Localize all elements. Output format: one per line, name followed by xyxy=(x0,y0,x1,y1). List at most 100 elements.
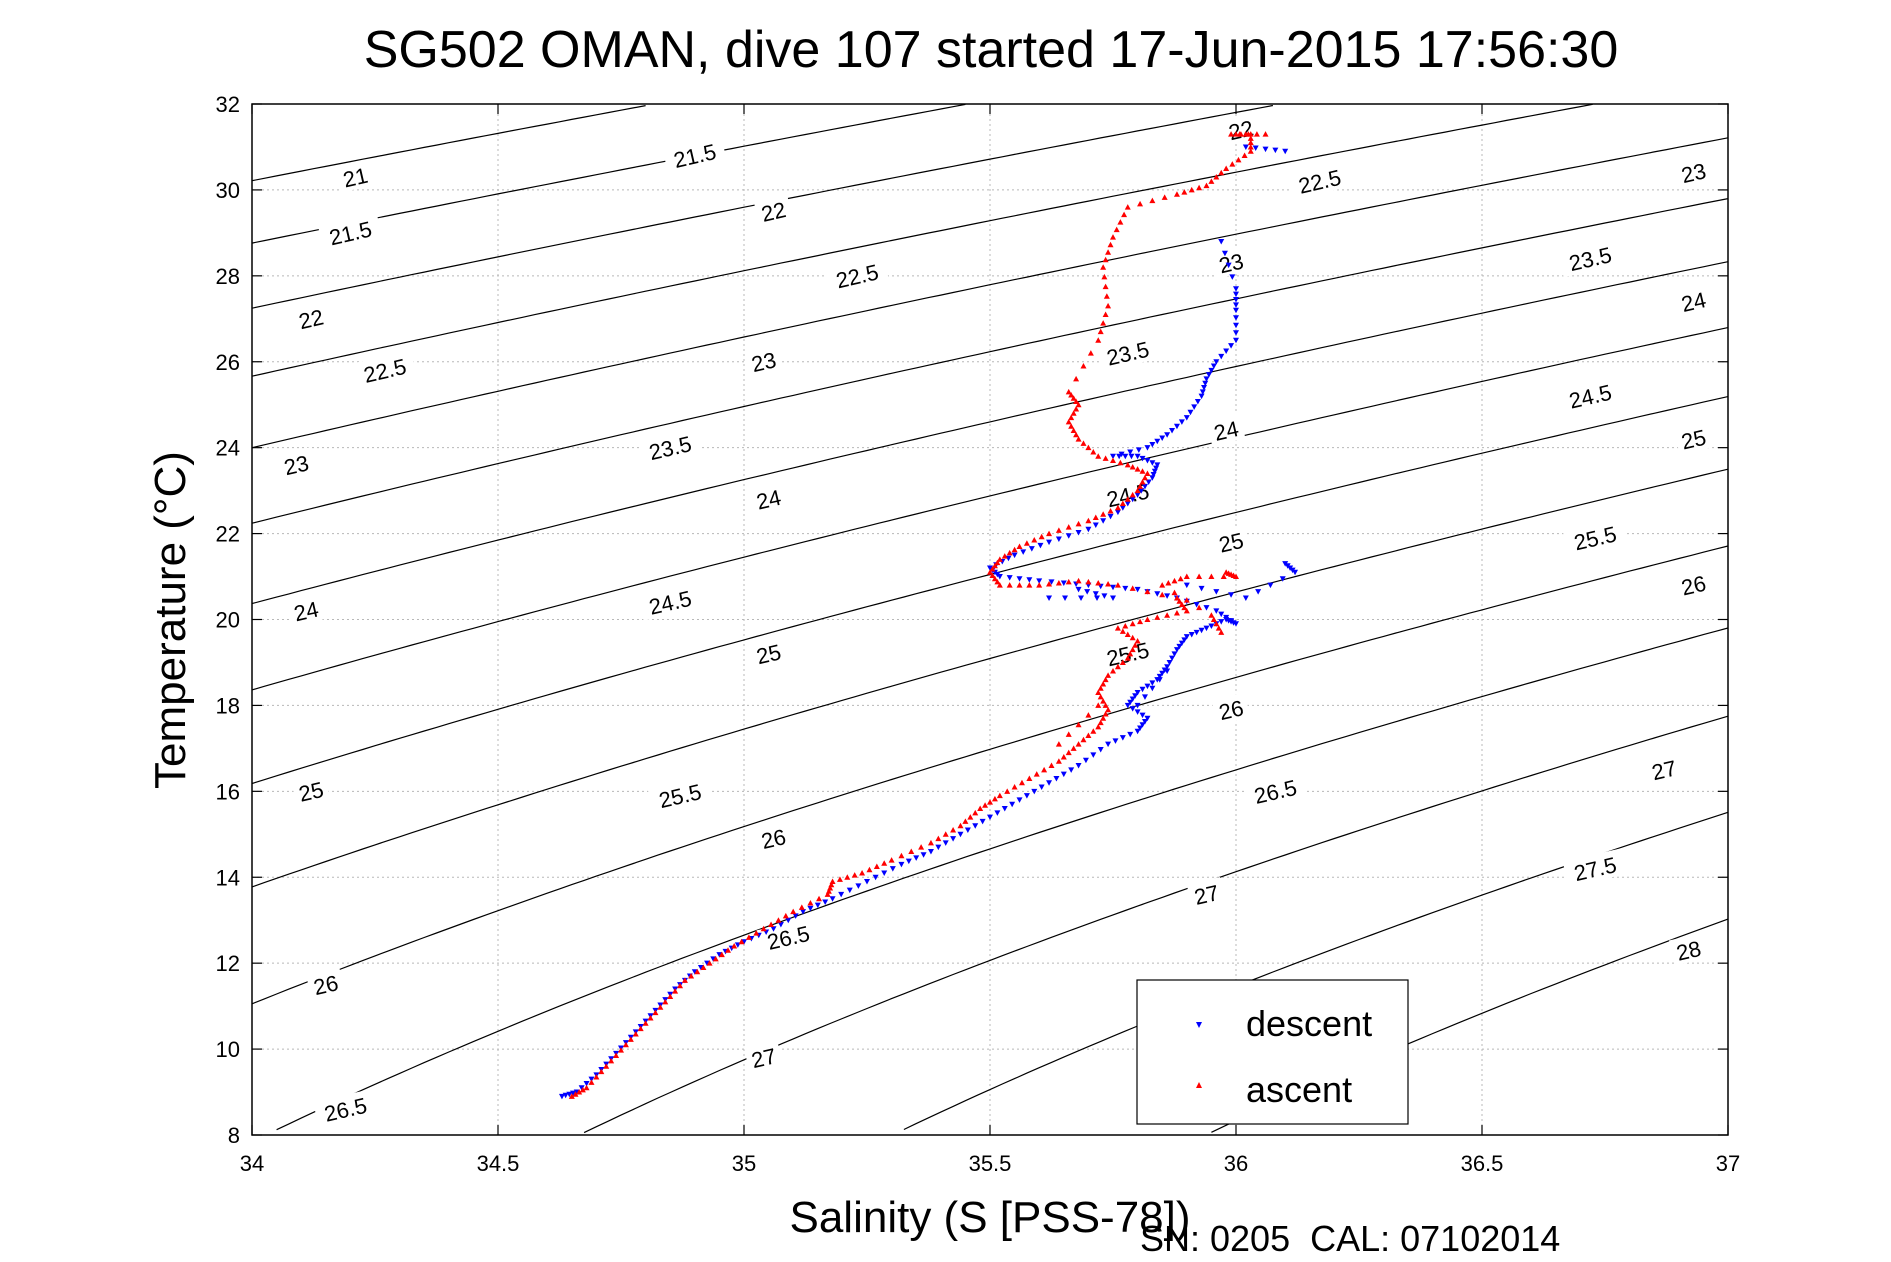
isopycnal-labels: 21 21.5 22 22.5 23 24 25 26 26.5 21.5 22 22.5 23 23.5… xyxy=(276,112,1713,1128)
descent-point xyxy=(913,855,920,861)
ascent-point xyxy=(1080,363,1087,369)
descent-point xyxy=(1154,438,1161,445)
descent-point xyxy=(1156,677,1163,683)
ascent-point xyxy=(1173,191,1180,197)
ascent-point xyxy=(1124,461,1131,468)
descent-point xyxy=(1203,625,1210,632)
isopycnal-label-bg-34 xyxy=(1673,284,1713,318)
ascent-point xyxy=(1183,607,1190,614)
isopycnal-label-bg-24 xyxy=(1211,524,1251,558)
isopycnal-label-6: 25 xyxy=(296,777,325,807)
ascent-point xyxy=(982,802,989,808)
ascent-point xyxy=(583,1084,590,1091)
descent-point xyxy=(864,879,870,885)
x-tick-label-3: 35.5 xyxy=(969,1151,1012,1176)
ascent-point xyxy=(829,878,836,885)
ascent-point xyxy=(1026,775,1033,781)
ascent-point xyxy=(816,895,823,902)
ascent-point xyxy=(1036,582,1043,588)
descent-point xyxy=(1218,238,1225,245)
y-tick-label-0: 8 xyxy=(228,1123,240,1148)
ascent-point xyxy=(1129,620,1136,627)
ascent-point xyxy=(1023,540,1030,546)
descent-point xyxy=(905,858,912,865)
ascent-point xyxy=(1070,410,1077,416)
ascent-point xyxy=(1218,169,1225,176)
isopycnal-label-28: 27 xyxy=(1192,880,1221,910)
isopycnal-label-32: 23 xyxy=(1679,158,1708,188)
ascent-point xyxy=(768,921,775,928)
ascent-point xyxy=(1102,311,1109,317)
ascent-point xyxy=(1100,320,1107,326)
ascent-point xyxy=(1208,178,1215,184)
descent-point xyxy=(1075,586,1082,593)
ascent-point xyxy=(1183,573,1190,580)
isopycnal-label-bg-33 xyxy=(1557,238,1623,278)
isopycnal-label-2: 22 xyxy=(296,304,325,334)
descent-point xyxy=(1213,608,1220,614)
y-tick-label-7: 22 xyxy=(216,522,240,547)
ascent-point xyxy=(1134,487,1141,494)
ascent-point xyxy=(1068,414,1075,421)
descent-point xyxy=(1292,569,1299,576)
y-tick-label-8: 24 xyxy=(216,436,240,461)
descent-point xyxy=(1135,447,1142,453)
ascent-point xyxy=(1183,597,1190,603)
ascent-point xyxy=(706,960,713,966)
ascent-point xyxy=(647,1014,654,1021)
ascent-point xyxy=(1196,604,1203,611)
descent-point xyxy=(1134,492,1141,498)
descent-point xyxy=(1090,752,1097,758)
ascent-point xyxy=(1119,500,1126,507)
isopycnal-label-bg-2 xyxy=(291,301,331,335)
ascent-point xyxy=(1085,732,1092,738)
y-tick-label-1: 10 xyxy=(216,1037,240,1062)
ascent-point xyxy=(977,805,984,812)
descent-point xyxy=(1134,453,1141,460)
descent-point xyxy=(1233,337,1239,344)
ascent-point xyxy=(873,863,880,870)
descent-point xyxy=(1144,458,1151,464)
axis-ticks: 34 34.5 35 35.5 36 36.5 3781012141618202224262… xyxy=(216,92,1741,1176)
isopycnal-label-18: 26 xyxy=(759,824,788,854)
ascent-point xyxy=(1100,511,1107,517)
ascent-point xyxy=(1038,533,1045,540)
descent-point xyxy=(1128,453,1135,460)
legend: descent ascent xyxy=(1136,979,1409,1125)
ascent-point xyxy=(598,1068,605,1075)
ascent-point xyxy=(1085,517,1092,524)
ascent-point xyxy=(989,572,996,578)
ascent-point xyxy=(1247,135,1254,141)
ascent-point xyxy=(1016,582,1023,588)
isopycnal-label-bg-37 xyxy=(1562,517,1628,557)
ascent-point xyxy=(1065,578,1072,585)
isopycnal-label-bg-41 xyxy=(1668,932,1708,966)
isopycnal-23 xyxy=(251,137,1729,449)
descent-point xyxy=(829,896,836,902)
ascent-point xyxy=(1073,431,1080,438)
y-tick-label-12: 32 xyxy=(216,92,240,117)
descent-point xyxy=(1171,651,1178,657)
descent-point xyxy=(1110,595,1116,602)
descent-point xyxy=(1144,683,1151,690)
descent-point xyxy=(1203,376,1210,382)
descent-point xyxy=(1134,728,1141,735)
descent-point xyxy=(1124,702,1131,709)
ascent-point xyxy=(908,848,915,854)
descent-point xyxy=(1094,595,1101,602)
isopycnal-24.5 xyxy=(251,327,1729,691)
descent-point xyxy=(1062,595,1069,602)
ascent-point xyxy=(1144,588,1151,595)
descent-point xyxy=(872,874,879,881)
descent-point xyxy=(1009,801,1016,808)
ascent-point xyxy=(1006,582,1013,588)
ascent-point xyxy=(1233,573,1239,580)
ascent-point xyxy=(1101,273,1108,280)
ascent-point xyxy=(1196,184,1203,191)
descent-point xyxy=(566,1091,573,1098)
descent-point xyxy=(1233,286,1239,292)
isopycnal-label-bg-4 xyxy=(276,447,316,481)
descent-point xyxy=(1202,380,1209,387)
ascent-point xyxy=(1097,719,1104,726)
